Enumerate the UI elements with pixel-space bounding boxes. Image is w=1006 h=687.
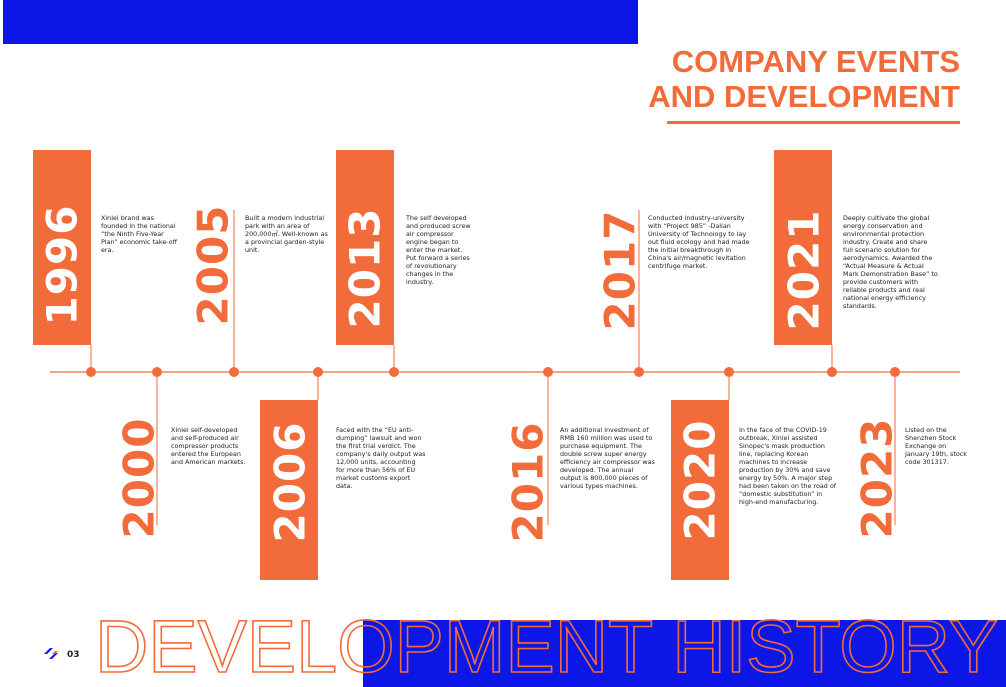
year-box bbox=[260, 400, 318, 580]
event-text: Xinlei brand was founded in the national… bbox=[101, 214, 178, 254]
year-box bbox=[33, 150, 91, 345]
banner-text: DEVELOPMENT HISTORY bbox=[95, 605, 998, 687]
year-box bbox=[336, 150, 394, 345]
timeline-dot bbox=[634, 367, 644, 377]
year-box bbox=[774, 150, 832, 345]
event-text: An additional investment of RMB 160 mill… bbox=[560, 426, 655, 490]
bottom-bar bbox=[363, 620, 1006, 687]
timeline-dot bbox=[827, 367, 837, 377]
top-bar bbox=[3, 0, 638, 44]
event-year: 2016 bbox=[503, 421, 553, 543]
event-text: Xinlei self-developed and self-produced … bbox=[171, 426, 246, 466]
event-text: Conducted industry-university with “Proj… bbox=[648, 214, 750, 270]
timeline-dot bbox=[86, 367, 96, 377]
title-line: AND DEVELOPMENT bbox=[648, 79, 960, 114]
event-text: The self developed and produced screw ai… bbox=[406, 214, 471, 286]
title: COMPANY EVENTS AND DEVELOPMENT bbox=[648, 44, 960, 114]
event-year: 2005 bbox=[188, 204, 238, 326]
event-text: Deeply cultivate the global energy conse… bbox=[843, 214, 938, 310]
event-year: 2023 bbox=[852, 417, 902, 539]
timeline-dot bbox=[389, 367, 399, 377]
event-year: 2000 bbox=[114, 417, 164, 539]
title-line: COMPANY EVENTS bbox=[671, 44, 960, 79]
event-year: 1996 bbox=[37, 204, 87, 326]
event-year: 2017 bbox=[595, 209, 645, 331]
timeline-dot bbox=[313, 367, 323, 377]
event-year: 2020 bbox=[675, 419, 725, 541]
event-text: Listed on the Shenzhen Stock Exchange on… bbox=[905, 426, 967, 466]
title-underline bbox=[667, 121, 960, 124]
logo bbox=[44, 648, 58, 659]
event-year: 2021 bbox=[779, 209, 829, 331]
event-text: Faced with the “EU anti-dumping” lawsuit… bbox=[336, 426, 426, 490]
event-text: Built a modern industrial park with an a… bbox=[245, 214, 328, 254]
timeline-dot bbox=[724, 367, 734, 377]
year-box bbox=[671, 400, 729, 580]
timeline-dot bbox=[152, 367, 162, 377]
event-year: 2013 bbox=[340, 207, 390, 329]
timeline-dot bbox=[229, 367, 239, 377]
event-year: 2006 bbox=[265, 421, 315, 543]
event-text: In the face of the COVID-19 outbreak, Xi… bbox=[739, 426, 837, 506]
page-number: 03 bbox=[67, 650, 80, 660]
timeline-dot bbox=[543, 367, 553, 377]
timeline-dot bbox=[890, 367, 900, 377]
